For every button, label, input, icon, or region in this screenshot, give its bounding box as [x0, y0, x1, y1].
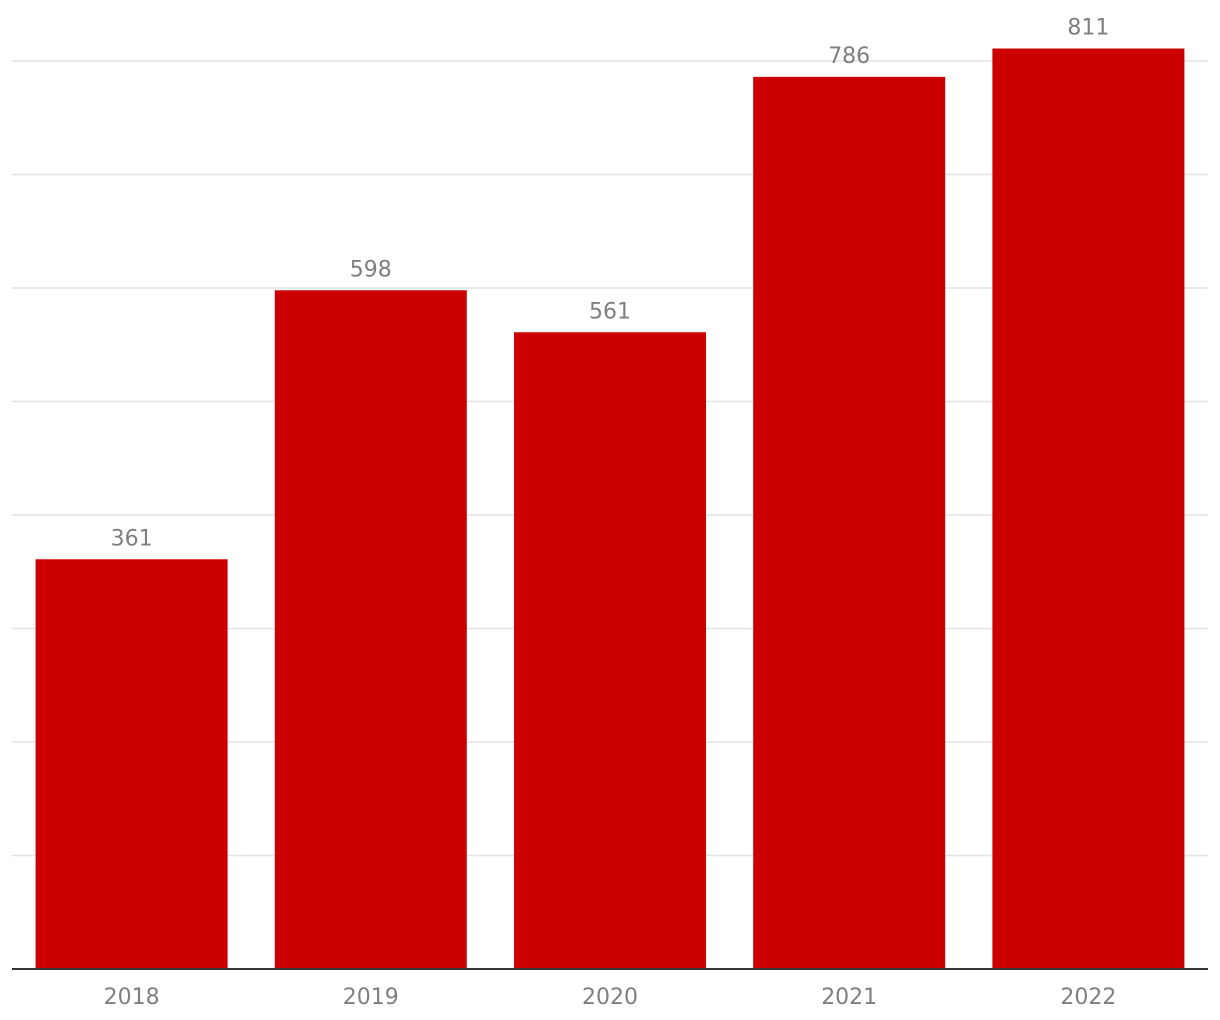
- data-label-2021: 786: [828, 44, 870, 69]
- bar-2021[interactable]: [753, 76, 946, 969]
- x-axis-tick-labels: 2018 2019 2020 2021 2022: [104, 985, 1117, 1010]
- x-tick-label-2020: 2020: [582, 985, 638, 1010]
- data-labels: 361 598 561 786 811: [111, 16, 1110, 552]
- bar-2019[interactable]: [274, 290, 467, 969]
- bar-2018[interactable]: [35, 559, 228, 969]
- data-label-2018: 361: [111, 526, 153, 551]
- data-label-2019: 598: [350, 257, 392, 282]
- bars: [35, 48, 1185, 969]
- bar-2020[interactable]: [514, 332, 706, 969]
- x-tick-label-2018: 2018: [104, 985, 160, 1010]
- x-tick-label-2019: 2019: [343, 985, 399, 1010]
- data-label-2022: 811: [1067, 16, 1109, 41]
- x-tick-label-2022: 2022: [1060, 985, 1116, 1010]
- data-label-2020: 561: [589, 299, 631, 324]
- x-tick-label-2021: 2021: [821, 985, 877, 1010]
- bar-2022[interactable]: [992, 48, 1185, 969]
